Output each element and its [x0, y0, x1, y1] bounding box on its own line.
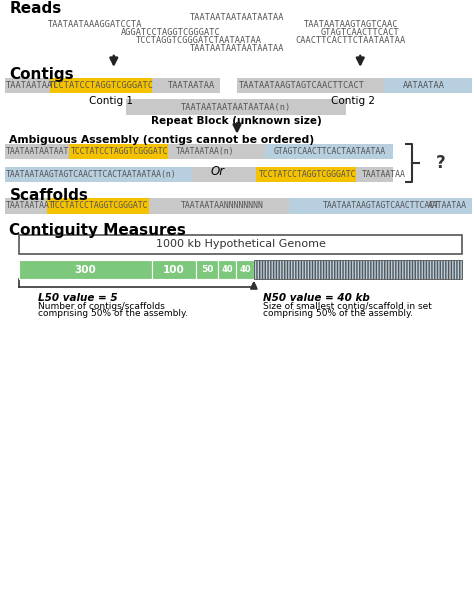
Bar [19, 260, 152, 279]
Text: comprising 50% of the assembly.: comprising 50% of the assembly. [264, 309, 413, 318]
Text: Contiguity Measures: Contiguity Measures [9, 223, 186, 238]
Bar [289, 198, 472, 214]
Text: TAATAATAA: TAATAATAA [167, 81, 215, 90]
Text: TCCTATCCTAGGTCGGGATC: TCCTATCCTAGGTCGGGATC [258, 170, 356, 179]
Text: 50: 50 [201, 265, 213, 274]
Text: TAATAATAAGTAGTCAACTTCACT: TAATAATAAGTAGTCAACTTCACT [323, 202, 440, 210]
Bar [5, 78, 220, 93]
Text: GTAGTCAACTTCACT: GTAGTCAACTTCACT [321, 28, 400, 37]
Text: TAATAATAAGTAGTCAACTTCACT: TAATAATAAGTAGTCAACTTCACT [238, 81, 365, 90]
Bar [50, 78, 152, 93]
Text: AATAATAA: AATAATAA [403, 81, 445, 90]
Text: TAATAATAAGTAGTCAAC: TAATAATAAGTAGTCAAC [303, 20, 398, 29]
Text: Contig 1: Contig 1 [90, 96, 133, 107]
Text: TCCTAGGTCGGGATCTAATAATAA: TCCTAGGTCGGGATCTAATAATAA [136, 36, 262, 45]
Text: TCCTATCCTAGGTCGGGATC: TCCTATCCTAGGTCGGGATC [48, 81, 154, 90]
Text: TAATAATAAT: TAATAATAAT [6, 202, 55, 210]
Bar [152, 260, 196, 279]
Text: TAATAATAA: TAATAATAA [362, 170, 406, 179]
Text: GTAGTCAACTTCACTAATAATAA: GTAGTCAACTTCACTAATAATAA [273, 147, 385, 156]
Bar [384, 78, 472, 93]
Text: TCCTATCCTAGGTCGGGATC: TCCTATCCTAGGTCGGGATC [51, 202, 148, 210]
Bar [256, 167, 356, 182]
Text: Scaffolds: Scaffolds [9, 188, 88, 203]
Bar [69, 144, 168, 159]
Bar [219, 260, 236, 279]
Text: comprising 50% of the assembly.: comprising 50% of the assembly. [38, 309, 188, 318]
Text: TAATAATAANNNNNNNN: TAATAATAANNNNNNNN [181, 202, 263, 210]
Text: CAACTTCACTTCTAATAATAA: CAACTTCACTTCTAATAATAA [296, 36, 406, 45]
Bar [19, 235, 462, 254]
Text: Repeat Block (unknown size): Repeat Block (unknown size) [151, 116, 321, 126]
Bar [47, 198, 149, 214]
Bar [5, 167, 393, 182]
Text: Ambiguous Assembly (contigs cannot be ordered): Ambiguous Assembly (contigs cannot be or… [9, 135, 315, 145]
Text: TAATAATAATAATAATAA: TAATAATAATAATAATAA [190, 13, 284, 22]
Bar [236, 260, 254, 279]
Text: TAATAATAATAAT: TAATAATAATAAT [6, 147, 70, 156]
Bar [126, 99, 346, 115]
Text: TAATAATAAGTAGTCAACTTCACTAATAATAA(n): TAATAATAAGTAGTCAACTTCACTAATAATAA(n) [6, 170, 177, 179]
Bar [254, 260, 462, 279]
Text: TAATAATAAAGGATCCTA: TAATAATAAAGGATCCTA [47, 20, 142, 29]
Bar [5, 198, 472, 214]
Bar [5, 167, 192, 182]
Text: AGGATCCTAGGTCGGGATC: AGGATCCTAGGTCGGGATC [121, 28, 220, 37]
Bar [254, 260, 462, 279]
Text: 300: 300 [74, 265, 96, 275]
Bar [237, 78, 469, 93]
Text: 100: 100 [163, 265, 185, 275]
Text: L50 value = 5: L50 value = 5 [38, 293, 118, 303]
Text: N50 value = 40 kb: N50 value = 40 kb [264, 293, 370, 303]
Text: Contig 2: Contig 2 [331, 96, 375, 107]
Text: TCCTATCCTAGGTCGGGATC: TCCTATCCTAGGTCGGGATC [71, 147, 168, 156]
Bar [196, 260, 219, 279]
Text: ?: ? [436, 154, 446, 172]
Text: 40: 40 [221, 265, 233, 274]
Text: 40: 40 [239, 265, 251, 274]
Text: TAATAATAATAATAATAA(n): TAATAATAATAATAATAA(n) [181, 103, 291, 111]
Bar [265, 144, 393, 159]
Text: Contigs: Contigs [9, 67, 74, 82]
Text: TAATAATAA(n): TAATAATAA(n) [175, 147, 234, 156]
Text: AATAATAA: AATAATAA [428, 202, 467, 210]
Text: Reads: Reads [9, 1, 62, 16]
Text: Number of contigs/scaffolds: Number of contigs/scaffolds [38, 302, 165, 311]
Text: Or: Or [211, 165, 225, 178]
Text: TAATAATAATAATAATAA: TAATAATAATAATAATAA [190, 44, 284, 53]
Text: Size of smallest contig/scaffold in set: Size of smallest contig/scaffold in set [264, 302, 432, 311]
Text: TAATAATAAT: TAATAATAAT [6, 81, 59, 90]
Text: 1000 kb Hypothetical Genome: 1000 kb Hypothetical Genome [155, 240, 326, 249]
Bar [5, 144, 393, 159]
